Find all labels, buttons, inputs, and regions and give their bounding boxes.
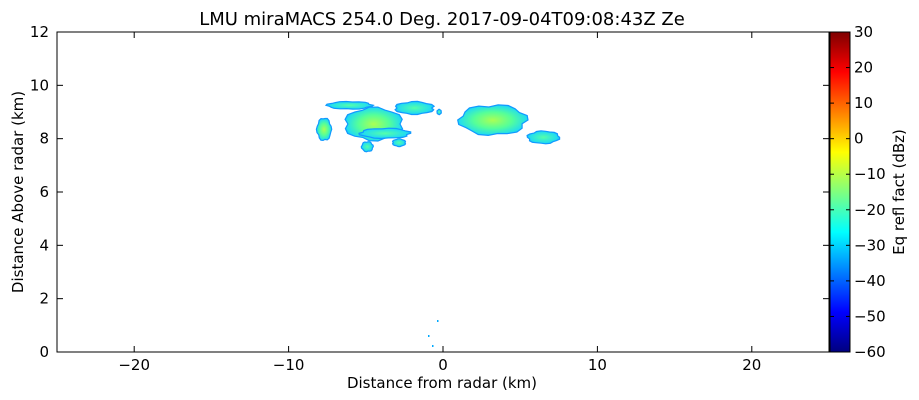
- colorbar-tick-label: 10: [854, 94, 873, 112]
- y-ticks: 0 2 4 6 8 10 12: [30, 23, 829, 361]
- colorbar-tick-label: −60: [854, 343, 886, 361]
- echo-region: [391, 138, 407, 148]
- colorbar-ticks: −60 −50 −40 −30 −20 −10 0 10 20 30: [830, 23, 886, 361]
- x-axis-label: Distance from radar (km): [347, 374, 537, 392]
- x-tick-label: −10: [273, 356, 305, 374]
- echo-region: [394, 100, 436, 116]
- echo-region: [526, 130, 561, 145]
- colorbar-tick-label: −50: [854, 307, 886, 325]
- echo-region: [457, 104, 529, 137]
- chart-title: LMU miraMACS 254.0 Deg. 2017-09-04T09:08…: [199, 9, 685, 30]
- colorbar-label: Eq refl fact (dBz): [890, 129, 908, 255]
- clutter-speck: [437, 320, 439, 322]
- y-tick-label: 12: [30, 23, 49, 41]
- y-tick-label: 6: [39, 183, 49, 201]
- y-tick-label: 2: [39, 290, 49, 308]
- echo-region: [436, 108, 442, 116]
- echo-region: [358, 127, 412, 140]
- colorbar-tick-label: −30: [854, 236, 886, 254]
- colorbar-tick-label: −20: [854, 201, 886, 219]
- echo-region: [360, 141, 374, 153]
- echo-layer: [315, 100, 561, 153]
- ground-clutter: [428, 320, 439, 347]
- colorbar-tick-label: −40: [854, 272, 886, 290]
- colorbar-tick-label: 0: [854, 130, 864, 148]
- clutter-speck: [428, 335, 430, 337]
- clutter-speck: [432, 345, 434, 347]
- echo-region: [324, 100, 375, 110]
- colorbar-tick-label: 20: [854, 59, 873, 77]
- y-tick-label: 8: [39, 130, 49, 148]
- x-tick-label: 0: [438, 356, 448, 374]
- colorbar-tick-label: −10: [854, 165, 886, 183]
- echo-region: [315, 117, 333, 142]
- x-tick-label: 10: [588, 356, 607, 374]
- x-tick-label: −20: [118, 356, 150, 374]
- colorbar: [829, 31, 851, 353]
- y-tick-label: 0: [39, 343, 49, 361]
- y-tick-label: 4: [39, 236, 49, 254]
- plot-area: [57, 32, 829, 352]
- x-tick-label: 20: [742, 356, 761, 374]
- colorbar-tick-label: 30: [854, 23, 873, 41]
- x-ticks: −20 −10 0 10 20: [118, 32, 761, 374]
- y-axis-label: Distance Above radar (km): [9, 91, 27, 293]
- y-tick-label: 10: [30, 76, 49, 94]
